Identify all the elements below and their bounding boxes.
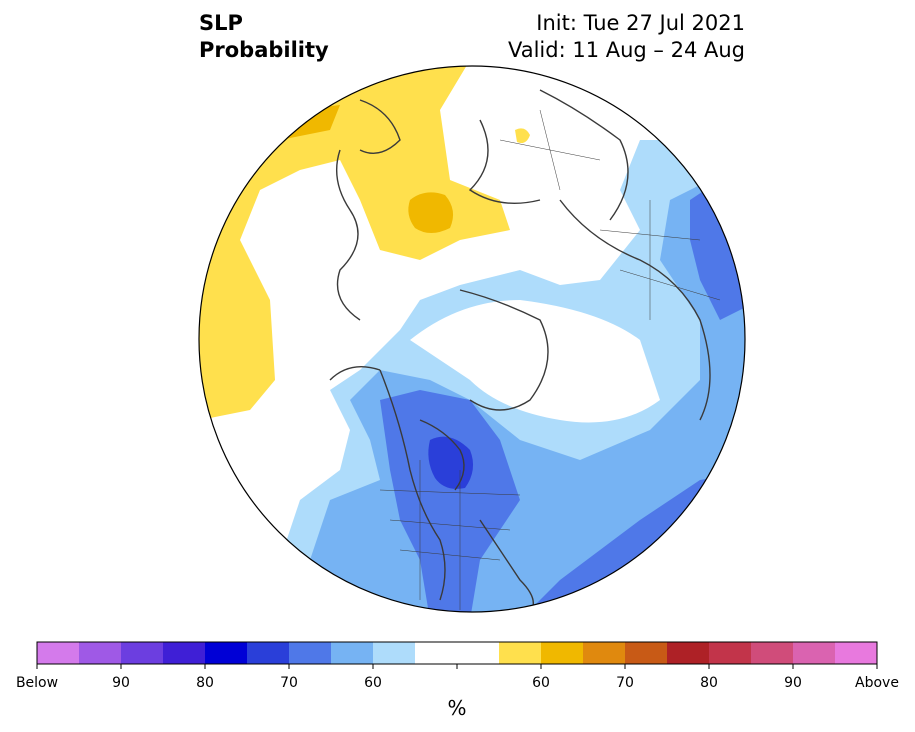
colorbar-segment (331, 642, 374, 664)
colorbar-tick-label: Above (855, 675, 899, 691)
colorbar-segment (709, 642, 752, 664)
colorbar-tick-label: 80 (196, 675, 214, 691)
above-60-region-small (515, 128, 530, 144)
colorbar-tick-label: 60 (364, 675, 382, 691)
colorbar-segment (289, 642, 332, 664)
colorbar-segment (541, 642, 584, 664)
colorbar-tick-label: Below (15, 675, 59, 691)
colorbar-segment (835, 642, 878, 664)
below-80-region (380, 180, 745, 612)
colorbar-tick-label: 70 (280, 675, 298, 691)
colorbar-segment (793, 642, 836, 664)
colorbar-segment (415, 642, 458, 664)
colorbar-segment (751, 642, 794, 664)
polar-map (198, 65, 746, 613)
borders (379, 109, 721, 610)
probability-fields (199, 66, 745, 612)
colorbar-segment (457, 642, 500, 664)
product-title: Probability (199, 38, 329, 62)
colorbar-segment (583, 642, 626, 664)
colorbar-tick-label: 80 (700, 675, 718, 691)
title-block-right: Init: Tue 27 Jul 2021 Valid: 11 Aug – 24… (508, 10, 745, 64)
colorbar-segment (79, 642, 122, 664)
variable-title: SLP (199, 11, 243, 35)
init-date: Init: Tue 27 Jul 2021 (536, 11, 745, 35)
colorbar-segment (625, 642, 668, 664)
globe-outline (198, 65, 746, 613)
colorbar-tick-label: 60 (532, 675, 550, 691)
colorbar-tick-label: 90 (784, 675, 802, 691)
colorbar-tick-label: 70 (616, 675, 634, 691)
colorbar-segment (247, 642, 290, 664)
coastlines (329, 89, 711, 612)
colorbar-unit: % (447, 696, 467, 720)
colorbar-segment (499, 642, 542, 664)
valid-range: Valid: 11 Aug – 24 Aug (507, 38, 745, 62)
below-60-notch-white (410, 300, 660, 423)
colorbar-segment (121, 642, 164, 664)
colorbar-segment (205, 642, 248, 664)
colorbar-segments (37, 642, 878, 664)
colorbar-ticks (36, 664, 878, 669)
title-block-left: SLP Probability (199, 10, 329, 64)
colorbar-segment (163, 642, 206, 664)
colorbar-segment (37, 642, 80, 664)
colorbar-segment (373, 642, 416, 664)
colorbar-tick-label: 90 (112, 675, 130, 691)
colorbar-segment (667, 642, 710, 664)
above-70-region-siberia (408, 192, 454, 233)
